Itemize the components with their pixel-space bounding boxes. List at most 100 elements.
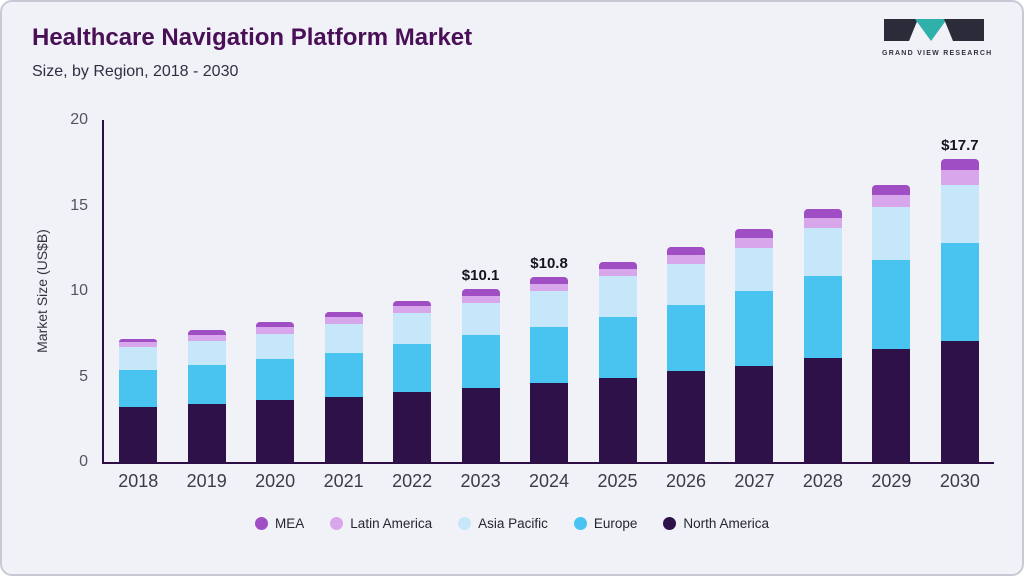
- stacked-bar: [803, 208, 842, 462]
- bar-segment-mea: [530, 277, 569, 285]
- plot-area: $10.1 $10.8 $17.7: [102, 120, 994, 464]
- legend-swatch-icon: [330, 517, 344, 530]
- bar-segment-europe: [598, 316, 637, 379]
- bar-segment-europe: [803, 275, 842, 358]
- bar-segment-europe: [872, 260, 911, 350]
- bar-slot: [789, 120, 857, 462]
- stacked-bar: [187, 330, 226, 462]
- bar-segment-mea: [940, 159, 979, 170]
- stacked-bar: [256, 321, 295, 462]
- x-tick-label: 2024: [529, 471, 570, 491]
- bar-segment-latin-america: [324, 316, 363, 324]
- bar-slot: [309, 120, 377, 462]
- x-tick-label: 2020: [255, 471, 296, 491]
- bar-slot: $17.7: [926, 120, 994, 462]
- legend-label: MEA: [275, 516, 305, 531]
- bar-segment-mea: [187, 330, 226, 336]
- bar-slot: $10.8: [515, 120, 583, 462]
- bar-slot: $10.1: [446, 120, 514, 462]
- bar-segment-north-america: [119, 407, 158, 462]
- legend-item-mea: MEA: [255, 516, 304, 531]
- stacked-bar: [530, 277, 569, 462]
- x-tick-label: 2030: [939, 471, 980, 491]
- bar-slot: [241, 120, 309, 462]
- bar-segment-north-america: [530, 383, 569, 462]
- bar-segment-europe: [393, 344, 432, 392]
- bar-segment-north-america: [598, 378, 637, 462]
- bar-segment-asia-pacific: [598, 275, 637, 317]
- legend-swatch-icon: [573, 517, 587, 530]
- y-tick-label: 5: [79, 367, 88, 385]
- stacked-bar: [119, 338, 158, 462]
- bar-segment-latin-america: [119, 342, 158, 348]
- bar-segment-latin-america: [530, 284, 569, 292]
- legend-item-europe: Europe: [573, 516, 637, 531]
- bar-segment-north-america: [735, 366, 774, 462]
- bar-segment-latin-america: [735, 238, 774, 249]
- bar-segment-asia-pacific: [530, 291, 569, 327]
- legend-label: Latin America: [350, 516, 433, 531]
- legend-swatch-icon: [458, 517, 472, 530]
- bar-segment-europe: [530, 326, 569, 384]
- bar-segment-europe: [324, 352, 363, 398]
- bar-value-annotation: $10.1: [461, 267, 500, 285]
- bar-segment-mea: [461, 289, 500, 297]
- bar-slot: [720, 120, 788, 462]
- grand-view-research-logo-icon: [884, 19, 984, 46]
- x-tick-label: 2021: [323, 471, 364, 491]
- legend-item-asia-pacific: Asia Pacific: [458, 516, 548, 531]
- x-tick-label: 2026: [665, 471, 706, 491]
- bar-segment-mea: [803, 208, 842, 218]
- bar-segment-asia-pacific: [872, 207, 911, 261]
- bar-slot: [652, 120, 720, 462]
- bar-segment-mea: [598, 261, 637, 269]
- stacked-bar: [393, 301, 432, 462]
- x-tick-label: 2025: [597, 471, 638, 491]
- bar-segment-north-america: [187, 403, 226, 462]
- bar-segment-asia-pacific: [187, 340, 226, 365]
- bar-segment-asia-pacific: [324, 323, 363, 353]
- bar-segment-north-america: [324, 397, 363, 462]
- bar-segment-europe: [735, 291, 774, 367]
- stacked-bar: [598, 261, 637, 462]
- bar-segment-latin-america: [666, 255, 705, 264]
- y-tick-label: 15: [70, 196, 88, 214]
- bar-segment-latin-america: [393, 306, 432, 314]
- x-tick-label: 2028: [802, 471, 843, 491]
- bar-segment-north-america: [256, 400, 295, 462]
- bar-segment-north-america: [803, 357, 842, 462]
- bar-segment-asia-pacific: [803, 227, 842, 276]
- legend-item-latin-america: Latin America: [330, 516, 432, 531]
- bar-segment-asia-pacific: [119, 347, 158, 370]
- grand-view-research-logo: GRAND VIEW RESEARCH: [882, 18, 993, 57]
- bar-segment-latin-america: [461, 296, 500, 303]
- legend-swatch-icon: [663, 517, 677, 530]
- bar-segment-asia-pacific: [256, 333, 295, 360]
- bar-segment-north-america: [666, 371, 705, 462]
- bar-value-annotation: $17.7: [941, 137, 979, 155]
- legend-swatch-icon: [255, 517, 269, 530]
- bar-segment-mea: [324, 311, 363, 317]
- chart-legend: MEA Latin America Asia Pacific Europe North …: [2, 516, 1022, 531]
- stacked-bar: [872, 185, 911, 462]
- bar-segment-north-america: [461, 388, 500, 462]
- bar-segment-asia-pacific: [940, 185, 979, 244]
- bar-segment-europe: [256, 359, 295, 401]
- x-tick-label: 2027: [734, 471, 775, 491]
- bar-segment-mea: [256, 321, 295, 327]
- bar-segment-europe: [461, 335, 500, 389]
- bar-value-annotation: $10.8: [530, 255, 568, 273]
- bar-segment-north-america: [940, 340, 979, 462]
- bar-slot: [583, 120, 651, 462]
- y-tick-label: 20: [70, 111, 88, 128]
- stacked-bar: [324, 311, 363, 462]
- bar-segment-latin-america: [803, 217, 842, 228]
- logo-text: GRAND VIEW RESEARCH: [882, 50, 993, 57]
- bar-segment-latin-america: [598, 268, 637, 276]
- bar-segment-latin-america: [872, 195, 911, 208]
- bar-segment-mea: [119, 338, 158, 343]
- bar-segment-mea: [666, 246, 705, 256]
- bar-segment-asia-pacific: [461, 303, 500, 336]
- bar-segment-latin-america: [256, 326, 295, 334]
